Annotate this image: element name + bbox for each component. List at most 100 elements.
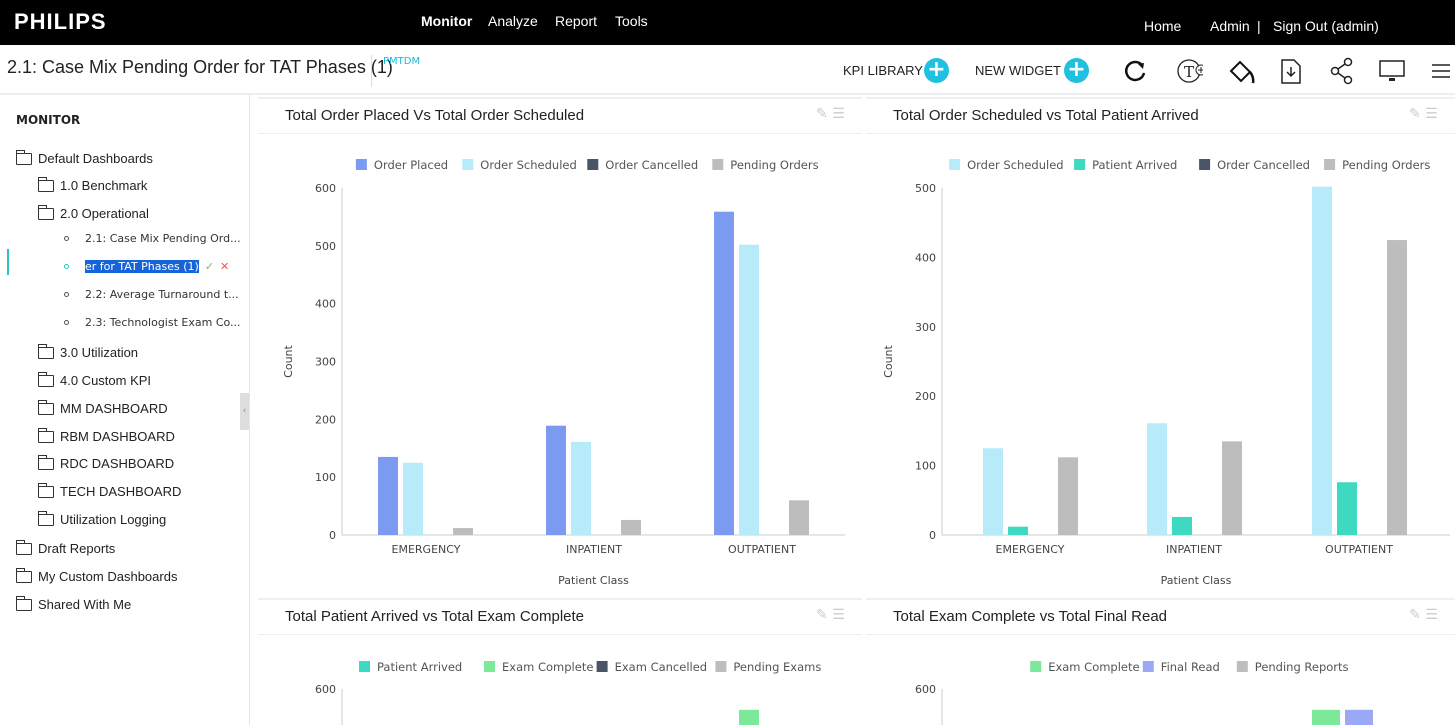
sidebar-item[interactable]: Default Dashboards (16, 149, 153, 166)
legend-swatch (596, 661, 608, 672)
sidebar-item[interactable]: 1.0 Benchmark (38, 176, 147, 193)
download-file-icon[interactable] (1279, 57, 1307, 85)
text-add-icon[interactable]: T (1175, 57, 1203, 85)
y-axis-title: Count (882, 344, 895, 377)
x-tick-label: EMERGENCY (392, 543, 461, 556)
legend-swatch (712, 159, 724, 170)
chart-widget (258, 598, 862, 725)
edit-icon[interactable]: ✎ (1409, 106, 1421, 122)
nav-separator: | (1257, 18, 1261, 34)
sign-out-link[interactable]: Sign Out (admin) (1273, 18, 1379, 34)
legend-swatch (1030, 661, 1042, 672)
nav-analyze[interactable]: Analyze (488, 13, 538, 29)
new-widget-plus-icon[interactable]: + (1064, 58, 1089, 83)
divider (258, 634, 862, 635)
bar (1312, 709, 1340, 725)
folder-icon (38, 343, 54, 359)
y-tick-label: 600 (915, 683, 936, 696)
legend-label: Order Cancelled (605, 158, 698, 172)
folder-icon (38, 176, 54, 192)
legend-label: Pending Reports (1255, 660, 1349, 674)
nav-report[interactable]: Report (555, 13, 598, 29)
monitor-icon[interactable] (1378, 57, 1406, 85)
nav-monitor[interactable]: Monitor (421, 13, 473, 29)
x-axis-title: Patient Class (1161, 574, 1232, 587)
bar (546, 425, 566, 535)
legend-label: Patient Arrived (1092, 158, 1177, 172)
bar (571, 441, 591, 535)
bar-chart: Order Scheduled Patient Arrived Order Canc… (882, 158, 1450, 587)
divider (371, 55, 372, 87)
widget-menu-icon[interactable]: ☰ (1425, 106, 1438, 122)
legend-label: Order Cancelled (1217, 158, 1310, 172)
sidebar-item[interactable]: 2.2: Average Turnaround t... (64, 288, 239, 301)
chart-widget (866, 598, 1455, 725)
sidebar-item[interactable]: Utilization Logging (38, 510, 166, 527)
new-widget-label[interactable]: NEW WIDGET (975, 63, 1061, 78)
sidebar-item-label: 4.0 Custom KPI (60, 373, 152, 388)
sidebar-item[interactable]: MM DASHBOARD (38, 399, 168, 416)
chart-title: Total Order Placed Vs Total Order Schedu… (285, 107, 585, 124)
sidebar-item[interactable]: 2.1: Case Mix Pending Ord... (64, 232, 241, 245)
sidebar-item[interactable]: er for TAT Phases (1) ✓ ✕ (64, 260, 229, 273)
legend-swatch (462, 159, 474, 170)
sidebar-item[interactable]: My Custom Dashboards (16, 567, 177, 584)
y-tick-label: 0 (929, 529, 936, 542)
y-tick-label: 100 (915, 460, 936, 473)
legend-swatch (1324, 159, 1336, 170)
bullet-icon (64, 320, 69, 325)
legend-label: Order Placed (374, 158, 448, 172)
legend-swatch (949, 159, 961, 170)
x-tick-label: OUTPATIENT (728, 543, 796, 556)
sidebar-item[interactable]: 3.0 Utilization (38, 343, 139, 360)
chart-widget (866, 97, 1455, 597)
sidebar-item-label: 3.0 Utilization (60, 345, 139, 360)
sidebar-item[interactable]: RBM DASHBOARD (38, 427, 175, 444)
widget-menu-icon[interactable]: ☰ (1425, 607, 1438, 623)
legend-label: Exam Complete (1048, 660, 1139, 674)
sidebar-item[interactable]: 2.3: Technologist Exam Co... (64, 316, 241, 329)
kpi-library-plus-icon[interactable]: + (924, 58, 949, 83)
folder-icon (38, 371, 54, 387)
legend-swatch (1074, 159, 1086, 170)
legend-swatch (355, 159, 367, 170)
sidebar-item[interactable]: RDC DASHBOARD (38, 454, 174, 471)
legend-label: Pending Orders (1342, 158, 1430, 172)
folder-icon (38, 427, 54, 443)
edit-icon[interactable]: ✎ (816, 106, 828, 122)
sidebar-item[interactable]: TECH DASHBOARD (38, 482, 181, 499)
sidebar-collapse-handle[interactable]: ‹ (240, 393, 249, 430)
cancel-icon[interactable]: ✕ (220, 260, 230, 273)
legend-label: Pending Orders (730, 158, 818, 172)
widget-menu-icon[interactable]: ☰ (832, 607, 845, 623)
widget-menu-icon[interactable]: ☰ (832, 106, 845, 122)
bar (789, 500, 809, 535)
legend-swatch (1199, 159, 1211, 170)
rename-input[interactable]: er for TAT Phases (1) (85, 260, 199, 273)
legend-label: Exam Complete (502, 660, 593, 674)
bar (1222, 441, 1242, 535)
x-tick-label: OUTPATIENT (1325, 543, 1393, 556)
sidebar-item[interactable]: 4.0 Custom KPI (38, 371, 152, 388)
kpi-library-label[interactable]: KPI LIBRARY (843, 63, 923, 78)
page-tag: PMTDM (383, 56, 421, 67)
share-icon[interactable] (1329, 57, 1357, 85)
folder-icon (38, 399, 54, 415)
bar (1337, 482, 1357, 535)
edit-icon[interactable]: ✎ (1409, 607, 1421, 623)
sidebar-item[interactable]: Shared With Me (16, 595, 131, 612)
nav-admin[interactable]: Admin (1210, 18, 1250, 34)
sidebar-item[interactable]: Draft Reports (16, 539, 115, 556)
legend-swatch (587, 159, 599, 170)
edit-icon[interactable]: ✎ (816, 607, 828, 623)
legend-label: Final Read (1161, 660, 1220, 674)
confirm-icon[interactable]: ✓ (204, 260, 215, 273)
bar (378, 456, 398, 535)
paint-bucket-icon[interactable] (1227, 57, 1255, 85)
sidebar-item-label: MM DASHBOARD (60, 401, 168, 416)
nav-home[interactable]: Home (1144, 18, 1182, 34)
nav-tools[interactable]: Tools (615, 13, 648, 29)
sidebar-item[interactable]: 2.0 Operational (38, 204, 149, 221)
menu-icon[interactable] (1430, 57, 1455, 85)
refresh-icon[interactable] (1122, 57, 1150, 85)
